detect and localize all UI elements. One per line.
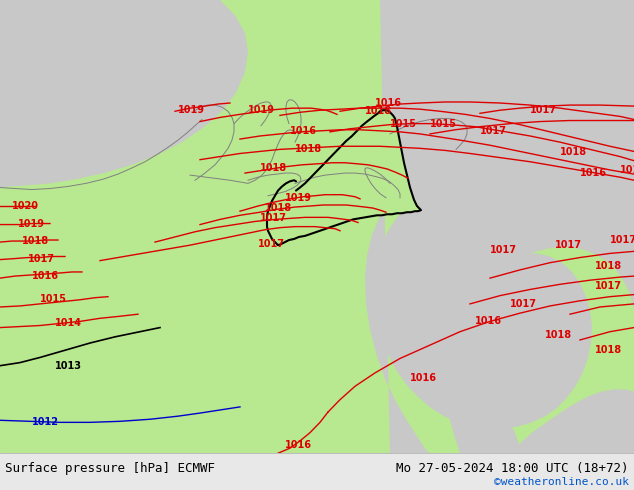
- Polygon shape: [267, 110, 421, 245]
- Text: ©weatheronline.co.uk: ©weatheronline.co.uk: [494, 477, 629, 487]
- Polygon shape: [374, 0, 634, 453]
- Text: 1014: 1014: [55, 318, 82, 328]
- Polygon shape: [365, 0, 634, 453]
- Text: 1017: 1017: [530, 105, 557, 115]
- Text: 1016: 1016: [475, 317, 502, 326]
- Text: 1016: 1016: [580, 168, 607, 178]
- Polygon shape: [0, 0, 215, 163]
- Text: 1019: 1019: [248, 105, 275, 115]
- Text: 1017: 1017: [260, 213, 287, 223]
- Polygon shape: [0, 0, 248, 188]
- Text: 1016: 1016: [620, 165, 634, 175]
- Text: 1017: 1017: [258, 239, 285, 249]
- Text: 1015: 1015: [430, 119, 457, 128]
- Text: 1018: 1018: [595, 261, 622, 271]
- Text: 1018: 1018: [295, 145, 322, 154]
- Text: 1013: 1013: [55, 361, 82, 371]
- Text: 1015: 1015: [40, 294, 67, 304]
- Text: 1018: 1018: [265, 203, 292, 213]
- Text: 1019: 1019: [178, 105, 205, 115]
- Text: 1012: 1012: [32, 417, 59, 427]
- Text: 1016: 1016: [375, 98, 402, 108]
- Text: 1018: 1018: [545, 330, 572, 340]
- Text: 1017: 1017: [490, 245, 517, 255]
- Text: 1019: 1019: [285, 193, 312, 203]
- Text: 1017: 1017: [510, 299, 537, 309]
- Text: 1017: 1017: [595, 281, 622, 292]
- Text: 1016: 1016: [290, 126, 317, 136]
- Text: 1016: 1016: [410, 373, 437, 383]
- Text: 1017: 1017: [28, 253, 55, 264]
- Text: 1018: 1018: [22, 236, 49, 246]
- Text: 1018: 1018: [365, 106, 392, 116]
- Polygon shape: [512, 390, 634, 453]
- Text: 1018: 1018: [595, 345, 622, 355]
- Text: 1016: 1016: [285, 440, 312, 450]
- Text: Mo 27-05-2024 18:00 UTC (18+72): Mo 27-05-2024 18:00 UTC (18+72): [396, 462, 629, 475]
- Text: 1018: 1018: [260, 163, 287, 173]
- Text: 1020: 1020: [12, 201, 39, 211]
- Text: 1018: 1018: [560, 147, 587, 157]
- Text: 1017: 1017: [555, 240, 582, 250]
- Text: 1017: 1017: [610, 235, 634, 245]
- Text: 1016: 1016: [32, 271, 59, 281]
- Text: 1019: 1019: [18, 219, 45, 228]
- Text: Surface pressure [hPa] ECMWF: Surface pressure [hPa] ECMWF: [5, 462, 215, 475]
- Text: 1015: 1015: [390, 119, 417, 128]
- Text: 1017: 1017: [480, 126, 507, 136]
